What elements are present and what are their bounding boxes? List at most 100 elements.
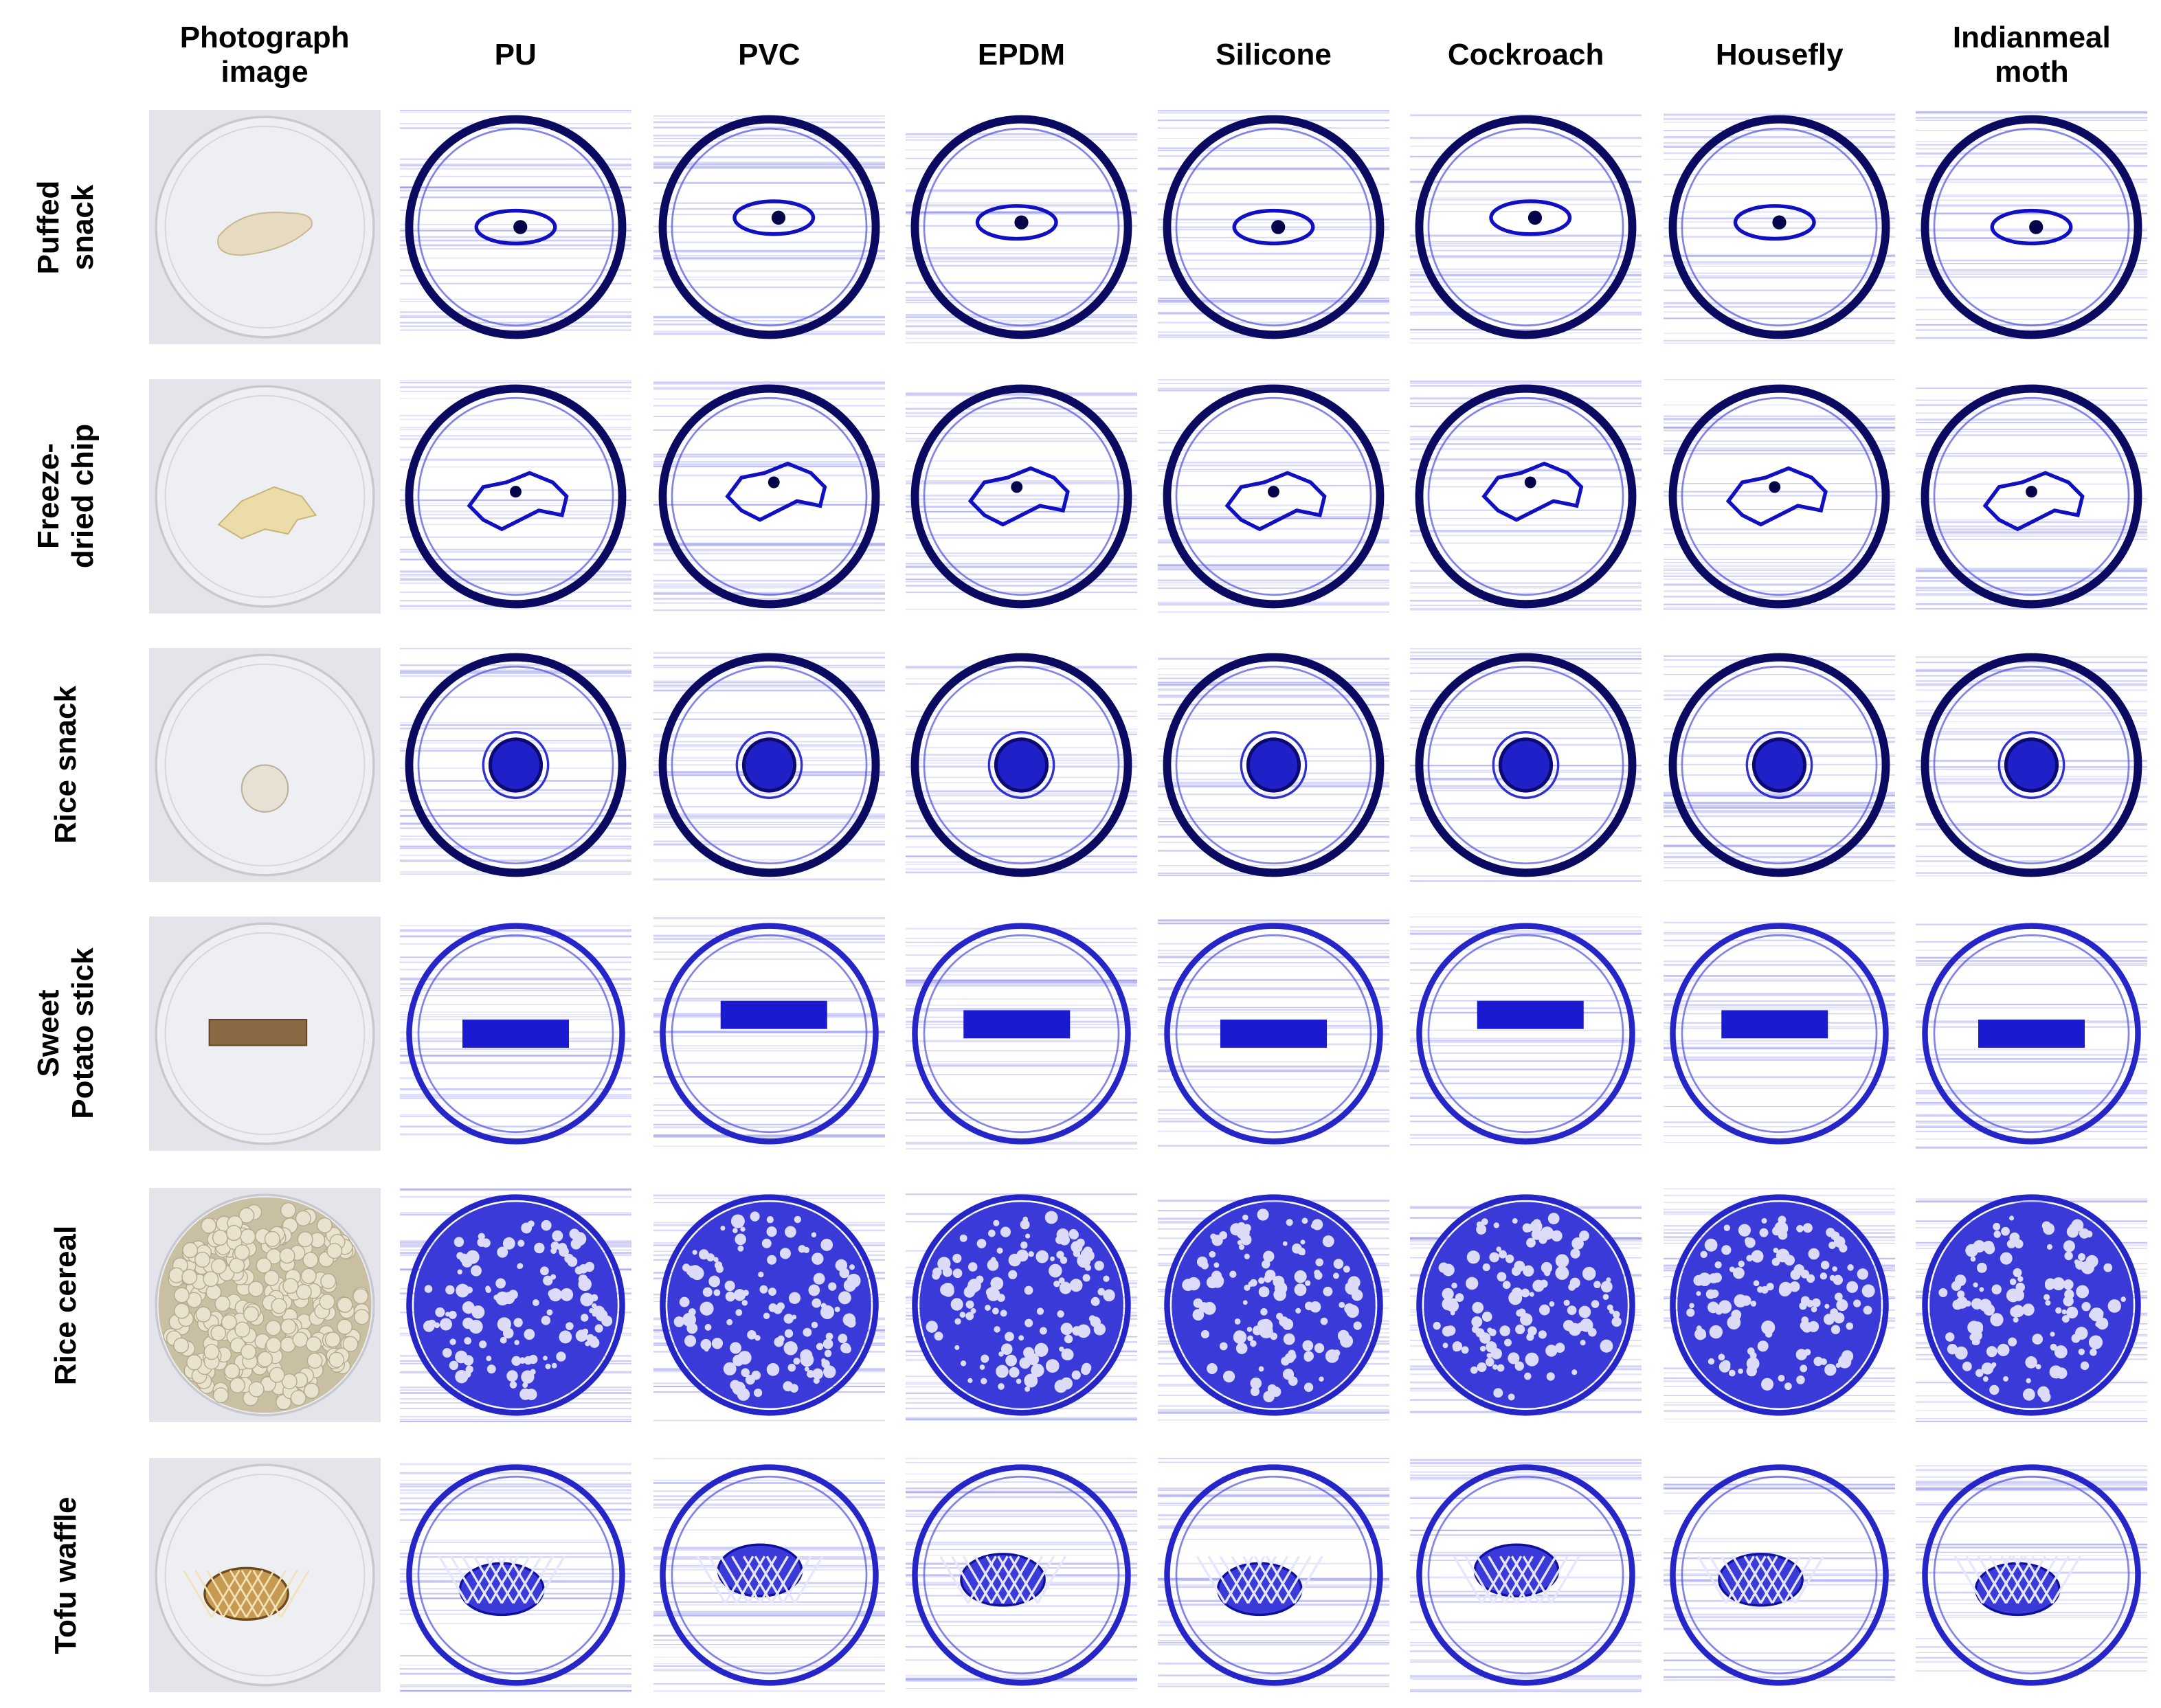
- waffle-line: [939, 1555, 970, 1604]
- cereal-void: [590, 1294, 598, 1302]
- cereal-void: [1058, 1277, 1065, 1284]
- row-label: Freeze-dried chip: [32, 424, 100, 569]
- scan-image: [653, 916, 885, 1151]
- dish-ring: [1922, 923, 2142, 1145]
- dish-inner-ring: [417, 128, 614, 327]
- cereal-void: [509, 1381, 517, 1389]
- cereal-void: [2045, 1300, 2051, 1306]
- cereal-void: [803, 1327, 812, 1337]
- cereal-void: [1274, 1281, 1288, 1295]
- sample-stick: [1477, 1000, 1584, 1029]
- cereal-void: [456, 1283, 469, 1298]
- cereal-void: [766, 1216, 774, 1224]
- dish-inner-ring: [1427, 396, 1624, 596]
- cereal-ball: [248, 1381, 265, 1397]
- cereal-void: [2089, 1335, 2103, 1350]
- cereal-void: [1453, 1344, 1460, 1352]
- dish-inner-ring: [1681, 128, 1878, 327]
- cereal-void: [1449, 1298, 1457, 1306]
- waffle-line: [1755, 1555, 1785, 1604]
- cereal-void: [808, 1284, 820, 1296]
- cereal-void: [990, 1257, 996, 1263]
- cereal-void: [1993, 1223, 2001, 1231]
- cereal-void: [1024, 1233, 1031, 1239]
- cereal-void: [1236, 1226, 1250, 1240]
- cereal-void: [700, 1339, 712, 1351]
- cereal-void: [552, 1230, 563, 1242]
- cereal-void: [998, 1383, 1005, 1391]
- cereal-void: [471, 1305, 485, 1319]
- cereal-void: [725, 1291, 735, 1302]
- sample-disc: [2004, 737, 2059, 793]
- waffle-line: [730, 1555, 761, 1604]
- cereal-void: [1257, 1209, 1269, 1221]
- sample-ring: [1240, 730, 1308, 799]
- waffle-line: [1231, 1555, 1261, 1604]
- waffle-line: [1024, 1555, 1055, 1604]
- cereal-void: [551, 1362, 557, 1369]
- cereal-ball: [234, 1244, 250, 1261]
- cereal-void: [1084, 1264, 1091, 1272]
- cereal-void: [533, 1242, 545, 1254]
- cereal-void: [1514, 1261, 1525, 1272]
- cereal-void: [522, 1382, 528, 1389]
- scan-image: [399, 916, 631, 1151]
- cereal-void: [1246, 1327, 1253, 1332]
- cereal-void: [1247, 1335, 1253, 1342]
- waffle-line: [1242, 1555, 1273, 1604]
- cereal-void: [1053, 1281, 1060, 1288]
- cereal-void: [565, 1322, 574, 1331]
- cereal-void: [1515, 1324, 1525, 1335]
- cereal-void: [1480, 1345, 1486, 1352]
- cereal-void: [1497, 1272, 1507, 1282]
- dish-inner-ring: [1681, 1476, 1878, 1675]
- cereal-void: [822, 1338, 833, 1349]
- cereal-void: [1746, 1255, 1754, 1262]
- cereal-void: [1282, 1369, 1295, 1380]
- cereal-ball: [303, 1382, 320, 1400]
- cereal-void: [1235, 1342, 1248, 1355]
- cereal-void: [1442, 1326, 1453, 1337]
- waffle-line: [1709, 1555, 1739, 1604]
- cereal-void: [585, 1341, 590, 1347]
- cereal-void: [2071, 1219, 2084, 1232]
- cereal-void: [2076, 1285, 2090, 1299]
- cereal-void: [594, 1324, 603, 1333]
- cereal-void: [1567, 1305, 1577, 1316]
- dish-inner-ring: [1175, 665, 1372, 864]
- scan-image: [653, 1458, 885, 1693]
- cereal-void: [1302, 1340, 1314, 1351]
- cereal-void: [985, 1288, 996, 1297]
- cereal-void: [1035, 1250, 1049, 1263]
- scan-image: [1410, 1458, 1642, 1693]
- sample-core: [509, 485, 522, 497]
- cereal-void: [1295, 1307, 1301, 1314]
- sample-ring: [735, 730, 803, 799]
- cereal-void: [558, 1246, 569, 1257]
- waffle-line: [1219, 1555, 1249, 1604]
- cereal-void: [1766, 1283, 1774, 1291]
- cereal-void: [954, 1318, 961, 1325]
- cereal-void: [1057, 1310, 1064, 1318]
- cereal-ball: [229, 1377, 245, 1394]
- dish-ring: [1415, 653, 1637, 877]
- sample-disc: [741, 737, 796, 793]
- cereal-void: [708, 1275, 720, 1288]
- sample-outline: [967, 466, 1070, 527]
- cereal-void: [2063, 1240, 2076, 1252]
- cereal-void: [1761, 1321, 1776, 1335]
- waffle-line: [507, 1555, 538, 1604]
- cereal-void: [456, 1252, 464, 1260]
- cereal-void: [2010, 1306, 2022, 1318]
- waffle-line: [194, 1570, 224, 1618]
- cereal-void: [732, 1228, 738, 1234]
- cereal-void: [1541, 1262, 1553, 1274]
- cereal-void: [1258, 1286, 1270, 1298]
- cereal-void: [1493, 1388, 1503, 1398]
- cereal-void: [1039, 1327, 1047, 1335]
- cereal-void: [1223, 1371, 1235, 1383]
- cereal-void: [1526, 1237, 1536, 1248]
- cereal-void: [711, 1338, 723, 1349]
- cereal-void: [1529, 1292, 1534, 1297]
- sample-disc: [1246, 737, 1301, 793]
